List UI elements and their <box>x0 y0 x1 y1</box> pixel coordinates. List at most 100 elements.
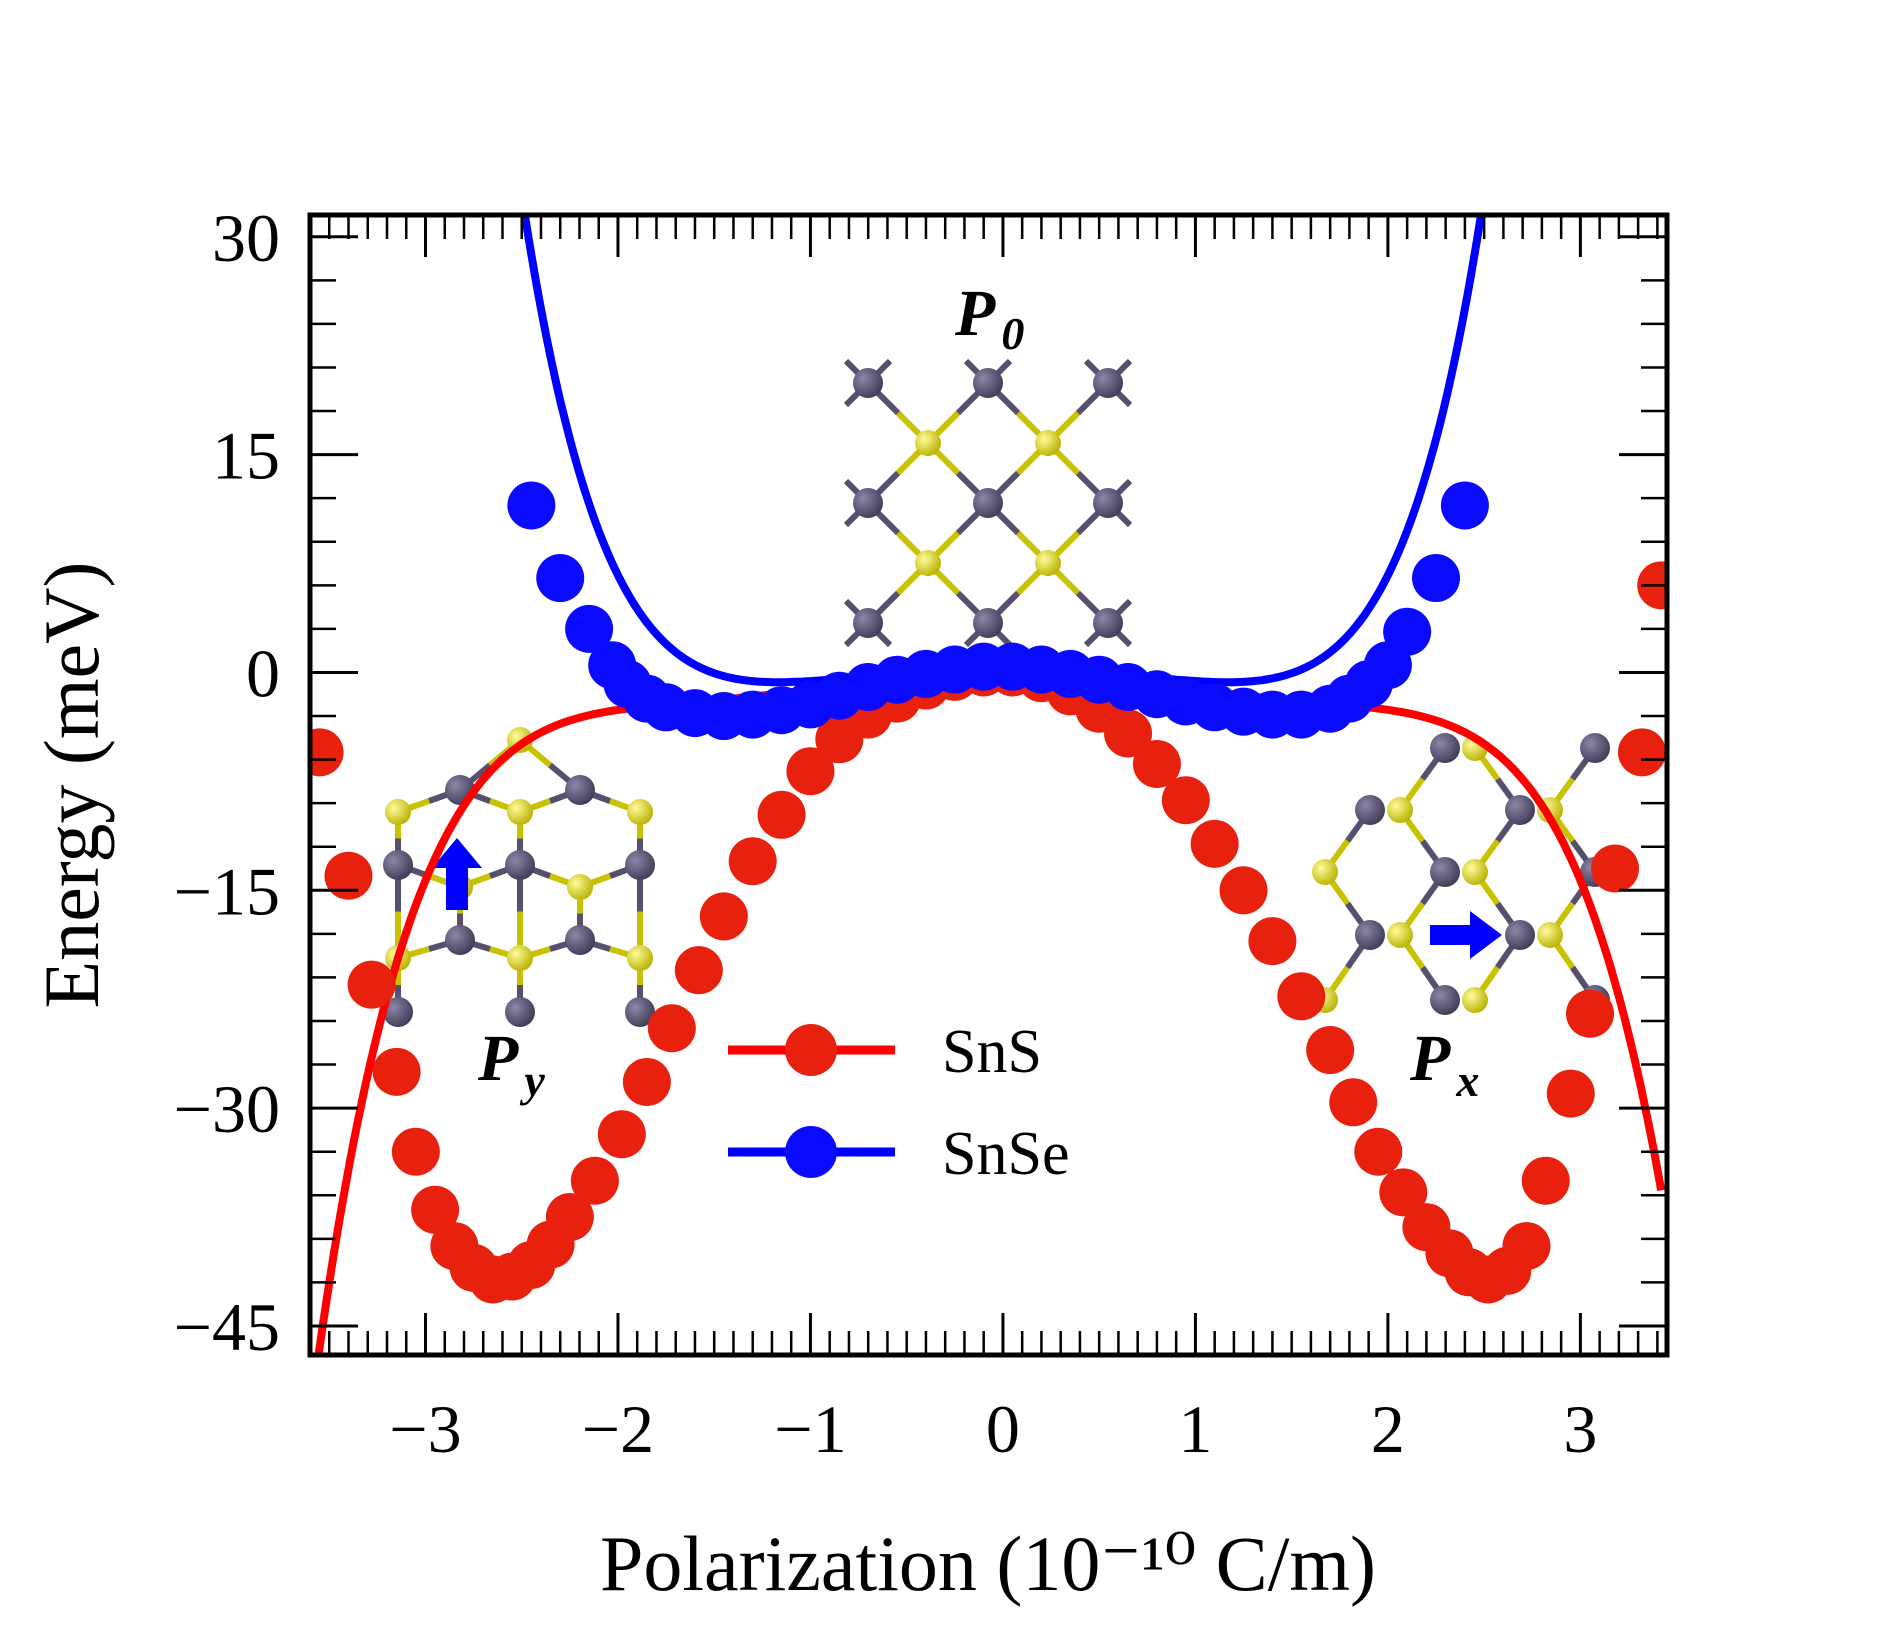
data-point-snse <box>536 554 585 603</box>
x-axis-label: Polarization (10⁻¹⁰ C/m) <box>600 1520 1376 1607</box>
data-point-sns <box>1502 1222 1551 1271</box>
plot-frame <box>307 212 1670 1358</box>
sn-atom <box>1505 920 1535 950</box>
sn-atom <box>853 488 883 518</box>
phase-label-py-sub: y <box>519 1055 545 1106</box>
s-atom <box>385 799 411 825</box>
data-point-sns <box>674 946 723 995</box>
data-point-sns <box>324 851 373 900</box>
data-point-sns <box>570 1156 619 1205</box>
s-atom <box>567 874 593 900</box>
x-tick-label: 2 <box>1371 1391 1405 1467</box>
data-point-sns <box>1161 776 1210 825</box>
legend-label-sns: SnS <box>942 1018 1042 1086</box>
data-point-sns <box>545 1193 594 1242</box>
data-point-sns <box>1591 844 1640 893</box>
y-tick-label: 15 <box>212 418 280 494</box>
s-atom <box>1387 922 1413 948</box>
phase-label-p0-base: P <box>954 277 996 350</box>
s-atom <box>915 430 941 456</box>
axes-layer: −3 −2 −1 0 1 2 3 30 15 0 −15 −30 −45 <box>174 200 1670 1467</box>
sn-atom <box>1430 857 1460 887</box>
sn-atom <box>565 775 595 805</box>
s-atom <box>1537 922 1563 948</box>
s-atom <box>1462 859 1488 885</box>
data-point-sns <box>1329 1078 1378 1127</box>
sn-atom <box>505 850 535 880</box>
s-atom <box>1462 987 1488 1013</box>
sn-atom <box>1093 608 1123 638</box>
phase-label-p0-sub: 0 <box>1001 308 1024 359</box>
x-tick-label: 1 <box>1178 1391 1212 1467</box>
data-point-snse <box>565 604 614 653</box>
data-point-snse <box>1440 481 1489 530</box>
x-tick-label: −3 <box>389 1391 461 1467</box>
data-point-sns <box>622 1057 671 1106</box>
s-atom <box>915 550 941 576</box>
data-point-sns <box>1104 709 1153 758</box>
sn-atom <box>1093 368 1123 398</box>
data-point-sns <box>391 1127 440 1176</box>
x-tick-label: 0 <box>986 1391 1020 1467</box>
legend: SnS SnSe <box>728 1018 1069 1188</box>
data-point-sns <box>1617 728 1666 777</box>
data-point-sns <box>757 790 806 839</box>
x-tick-label: 3 <box>1563 1391 1597 1467</box>
data-point-sns <box>1354 1127 1403 1176</box>
data-point-sns <box>786 747 835 796</box>
up-arrow-icon <box>432 838 482 910</box>
sn-atom <box>1430 985 1460 1015</box>
data-point-sns <box>1546 1069 1595 1118</box>
data-point-sns <box>372 1047 421 1096</box>
data-point-snse <box>1383 607 1432 656</box>
sn-atom <box>1430 733 1460 763</box>
sn-atom <box>1355 795 1385 825</box>
data-point-sns <box>1277 972 1326 1021</box>
data-point-sns <box>699 892 748 941</box>
y-tick-label: −15 <box>174 853 280 929</box>
data-series-layer <box>310 215 1667 1355</box>
data-point-snse <box>1412 554 1461 603</box>
data-point-sns <box>310 728 344 777</box>
sn-atom <box>625 850 655 880</box>
sn-atom <box>1505 795 1535 825</box>
sn-atom <box>625 997 655 1027</box>
s-atom <box>1035 550 1061 576</box>
data-point-sns <box>1521 1156 1570 1205</box>
data-point-sns <box>728 837 777 886</box>
legend-label-snse: SnSe <box>942 1120 1069 1188</box>
s-atom <box>627 799 653 825</box>
data-point-sns <box>647 1004 696 1053</box>
s-atom <box>507 799 533 825</box>
sn-atom <box>505 997 535 1027</box>
data-point-sns <box>1248 917 1297 966</box>
phase-label-px-sub: x <box>1455 1055 1479 1106</box>
data-point-sns <box>1566 989 1615 1038</box>
s-atom <box>1035 430 1061 456</box>
y-axis-label: Energy (meV) <box>28 562 115 1009</box>
p0-structure-inset <box>843 358 1133 648</box>
data-point-sns <box>1190 819 1239 868</box>
x-tick-label: −2 <box>582 1391 654 1467</box>
sn-atom <box>445 925 475 955</box>
sn-atom <box>853 608 883 638</box>
legend-marker-sns <box>785 1024 837 1076</box>
phase-label-py-base: P <box>477 1022 519 1095</box>
sn-atom <box>973 368 1003 398</box>
data-point-sns <box>1219 866 1268 915</box>
s-atom <box>1312 859 1338 885</box>
data-point-sns <box>1306 1026 1355 1075</box>
sn-atom <box>383 997 413 1027</box>
s-atom <box>627 945 653 971</box>
sn-atom <box>383 850 413 880</box>
data-point-sns <box>1132 739 1181 788</box>
phase-label-px-base: P <box>1409 1022 1451 1095</box>
sn-atom <box>565 925 595 955</box>
px-structure-inset <box>1312 733 1610 1015</box>
y-tick-label: 30 <box>212 200 280 276</box>
sn-atom <box>1580 733 1610 763</box>
